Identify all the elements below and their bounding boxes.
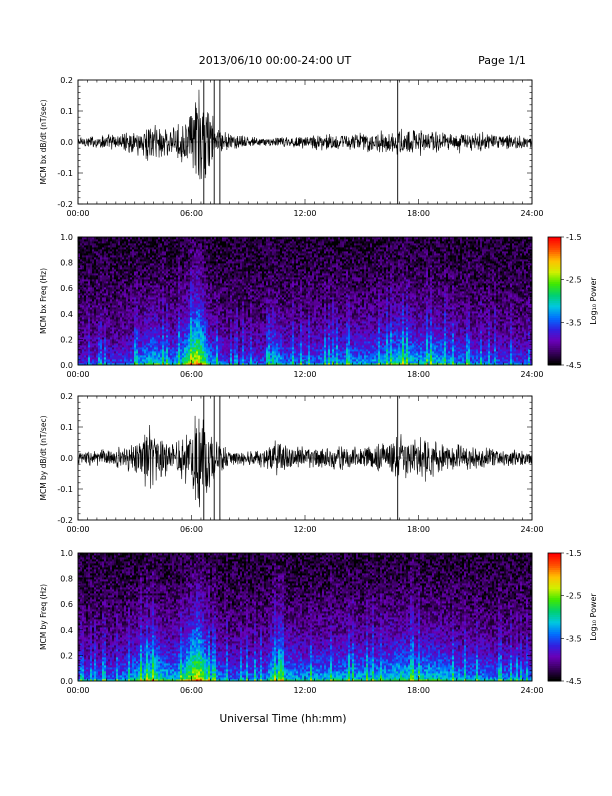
colorbar-tick-label: -2.5 bbox=[566, 592, 582, 601]
y-tick-label: 0.2 bbox=[60, 392, 73, 401]
y-tick-label: 0.6 bbox=[60, 600, 73, 609]
x-tick-label: 18:00 bbox=[407, 525, 430, 534]
x-tick-label: 00:00 bbox=[66, 525, 89, 534]
x-tick-label: 06:00 bbox=[180, 209, 203, 218]
y-tick-label: 0.0 bbox=[60, 138, 73, 147]
x-tick-label: 24:00 bbox=[520, 686, 543, 695]
page-indicator: Page 1/1 bbox=[478, 54, 526, 67]
x-tick-label: 00:00 bbox=[66, 209, 89, 218]
y-tick-label: -0.1 bbox=[57, 169, 73, 178]
x-tick-label: 12:00 bbox=[293, 209, 316, 218]
x-tick-label: 18:00 bbox=[407, 209, 430, 218]
y-tick-label: 0.0 bbox=[60, 454, 73, 463]
colorbar: -1.5 -2.5 -3.5 -4.5 Log₁₀ Power bbox=[548, 549, 598, 686]
colorbar-label: Log₁₀ Power bbox=[589, 277, 598, 325]
figure-title: 2013/06/10 00:00-24:00 UT bbox=[199, 54, 352, 67]
y-tick-label: 0.4 bbox=[60, 310, 73, 319]
x-tick-label: 18:00 bbox=[407, 686, 430, 695]
panel-3: 00:00 06:00 12:00 18:00 24:00 -0.2 -0.1 0.0 0.1 0… bbox=[39, 392, 544, 534]
series-trace bbox=[78, 416, 532, 507]
y-axis-title: MCM by Freq (Hz) bbox=[39, 584, 48, 650]
y-tick-label: -0.2 bbox=[57, 200, 73, 209]
y-tick-label: 0.1 bbox=[60, 107, 73, 116]
y-tick-label: 0.8 bbox=[60, 575, 73, 584]
y-tick-label: 0.2 bbox=[60, 651, 73, 660]
y-tick-label: 0.0 bbox=[60, 361, 73, 370]
colorbar-label: Log₁₀ Power bbox=[589, 593, 598, 641]
y-tick-label: 0.1 bbox=[60, 423, 73, 432]
panel-4: -1.5 -2.5 -3.5 -4.5 Log₁₀ Power 00:00 06:00 12:… bbox=[39, 549, 598, 695]
y-axis-title: MCM bx dB/dt (nT/sec) bbox=[39, 99, 48, 184]
x-tick-label: 06:00 bbox=[180, 370, 203, 379]
x-tick-label: 24:00 bbox=[520, 209, 543, 218]
panel-1: 00:00 06:00 12:00 18:00 24:00 -0.2 -0.1 0.0 0.1 0… bbox=[39, 76, 544, 218]
x-tick-label: 00:00 bbox=[66, 686, 89, 695]
y-tick-label: 0.8 bbox=[60, 259, 73, 268]
colorbar: -1.5 -2.5 -3.5 -4.5 Log₁₀ Power bbox=[548, 233, 598, 370]
x-tick-label: 24:00 bbox=[520, 525, 543, 534]
x-tick-label: 06:00 bbox=[180, 525, 203, 534]
y-tick-label: 0.0 bbox=[60, 677, 73, 686]
colorbar-tick-label: -4.5 bbox=[566, 677, 582, 686]
spectrogram-cells bbox=[78, 237, 532, 365]
x-tick-label: 12:00 bbox=[293, 525, 316, 534]
colorbar-tick-label: -1.5 bbox=[566, 233, 582, 242]
colorbar-tick-label: -1.5 bbox=[566, 549, 582, 558]
y-axis-title: MCM by dB/dt (nT/sec) bbox=[39, 415, 48, 500]
x-axis-title: Universal Time (hh:mm) bbox=[220, 713, 347, 725]
series-trace bbox=[78, 90, 532, 180]
y-tick-label: 1.0 bbox=[60, 549, 73, 558]
colorbar-tick-label: -2.5 bbox=[566, 276, 582, 285]
colorbar-tick-label: -3.5 bbox=[566, 318, 582, 327]
y-tick-label: 0.6 bbox=[60, 284, 73, 293]
x-tick-label: 00:00 bbox=[66, 370, 89, 379]
y-tick-label: -0.2 bbox=[57, 516, 73, 525]
x-tick-label: 12:00 bbox=[293, 370, 316, 379]
colorbar-tick-label: -4.5 bbox=[566, 361, 582, 370]
y-tick-label: 0.2 bbox=[60, 335, 73, 344]
panel-2: -1.5 -2.5 -3.5 -4.5 Log₁₀ Power 00:00 06:00 12:… bbox=[39, 233, 598, 379]
y-tick-label: 0.2 bbox=[60, 76, 73, 85]
x-tick-label: 24:00 bbox=[520, 370, 543, 379]
y-tick-label: -0.1 bbox=[57, 485, 73, 494]
y-tick-label: 0.4 bbox=[60, 626, 73, 635]
x-tick-label: 06:00 bbox=[180, 686, 203, 695]
colorbar-tick-label: -3.5 bbox=[566, 634, 582, 643]
y-tick-label: 1.0 bbox=[60, 233, 73, 242]
x-tick-label: 12:00 bbox=[293, 686, 316, 695]
y-axis-title: MCM bx Freq (Hz) bbox=[39, 268, 48, 334]
spectrogram-cells bbox=[78, 553, 532, 681]
x-tick-label: 18:00 bbox=[407, 370, 430, 379]
